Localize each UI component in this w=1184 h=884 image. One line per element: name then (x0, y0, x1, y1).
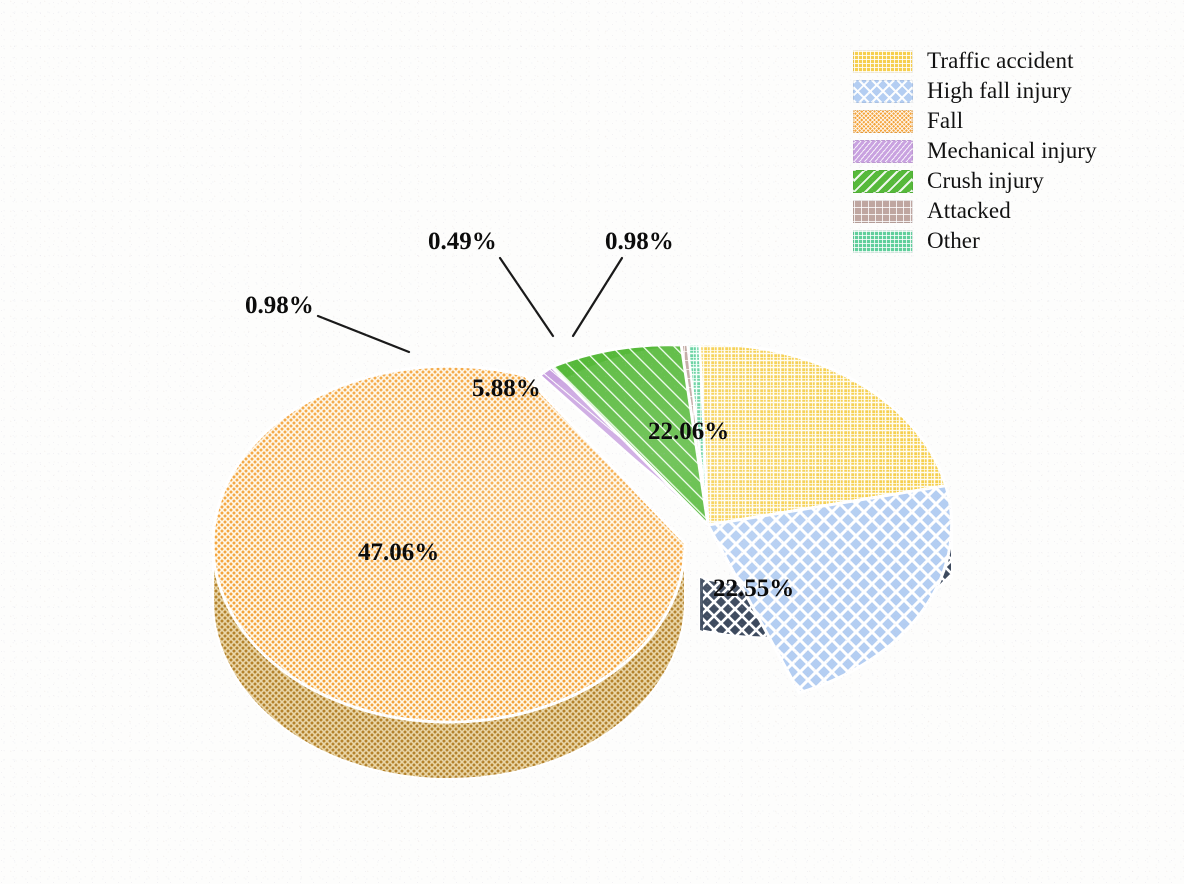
data-label-crush-injury: 5.88% (472, 375, 541, 402)
legend-label-fall: Fall (927, 108, 964, 133)
data-label-other: 0.98% (605, 228, 674, 255)
data-label-traffic-accident: 22.06% (648, 418, 730, 445)
legend-label-high-fall-injury: High fall injury (927, 78, 1072, 103)
legend-item-fall[interactable]: Fall (853, 106, 1153, 136)
pie-top-faces (211, 342, 954, 724)
legend-item-traffic-accident[interactable]: Traffic accident (853, 46, 1153, 76)
legend-swatch-crush-injury (853, 169, 913, 193)
legend-swatch-attacked (853, 199, 913, 223)
data-label-mechanical-injury: 0.98% (245, 292, 314, 319)
callout-leader-lines (316, 256, 624, 354)
legend-item-high-fall-injury[interactable]: High fall injury (853, 76, 1153, 106)
legend-swatch-other (853, 229, 913, 253)
legend-item-crush-injury[interactable]: Crush injury (853, 166, 1153, 196)
data-label-fall: 47.06% (358, 539, 440, 566)
legend-swatch-mechanical-injury (853, 139, 913, 163)
chart-legend: Traffic accident High fall injury Fall M… (843, 40, 1161, 264)
data-label-attacked: 0.49% (428, 228, 497, 255)
legend-item-other[interactable]: Other (853, 226, 1153, 256)
legend-label-other: Other (927, 228, 980, 253)
legend-item-attacked[interactable]: Attacked (853, 196, 1153, 226)
leader-line-mechanical-injury (316, 314, 411, 354)
legend-label-attacked: Attacked (927, 198, 1011, 223)
legend-swatch-fall (853, 109, 913, 133)
legend-swatch-traffic-accident (853, 49, 913, 73)
leader-line-other (571, 256, 624, 338)
legend-swatch-high-fall-injury (853, 79, 913, 103)
leader-line-attacked (498, 256, 555, 338)
legend-item-mechanical-injury[interactable]: Mechanical injury (853, 136, 1153, 166)
legend-label-mechanical-injury: Mechanical injury (927, 138, 1097, 163)
data-label-high-fall-injury: 22.55% (713, 575, 795, 602)
legend-label-crush-injury: Crush injury (927, 168, 1044, 193)
legend-label-traffic-accident: Traffic accident (927, 48, 1074, 73)
